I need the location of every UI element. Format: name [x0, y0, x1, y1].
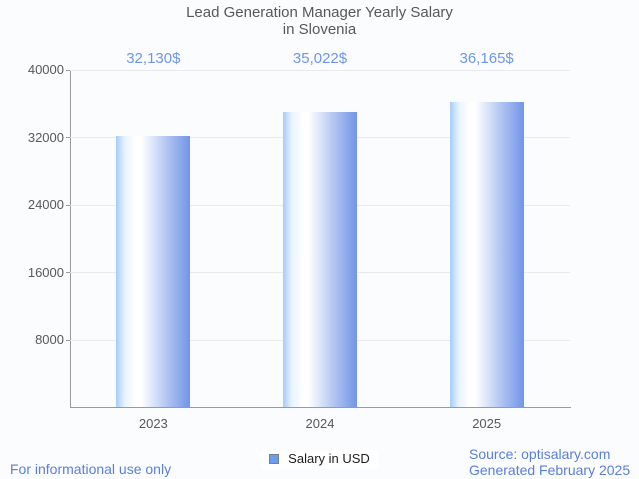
- chart-title-line2: in Slovenia: [282, 21, 357, 38]
- bar-value-label-2023: 32,130$: [126, 50, 181, 67]
- chart-title-line1: Lead Generation Manager Yearly Salary: [186, 4, 453, 21]
- legend-label: Salary in USD: [288, 451, 370, 466]
- y-axis-tick: [66, 69, 70, 71]
- bar-value-label-2025: 36,165$: [459, 50, 514, 67]
- source-block: Source: optisalary.com Generated Februar…: [469, 446, 630, 478]
- bar-2023: [116, 136, 191, 408]
- source-text: Source: optisalary.com: [469, 446, 611, 462]
- y-axis-tick: [66, 272, 70, 273]
- x-axis-label-2024: 2024: [305, 416, 335, 431]
- legend-item: Salary in USD: [261, 450, 378, 469]
- x-axis-label-2023: 2023: [138, 416, 168, 431]
- y-axis-tick-label: 24000: [27, 197, 64, 212]
- gridline-40000: [70, 69, 570, 71]
- x-axis-line: [70, 407, 571, 408]
- y-axis-tick-label: 16000: [27, 264, 64, 280]
- y-axis-tick: [66, 204, 70, 206]
- y-axis-tick-label: 32000: [27, 129, 64, 145]
- legend-swatch-icon: [269, 454, 280, 464]
- bar-2024: [283, 112, 357, 408]
- generated-text: Generated February 2025: [469, 462, 631, 478]
- chart-title: Lead Generation Manager Yearly Salary in…: [0, 4, 639, 38]
- y-axis-tick: [66, 339, 70, 341]
- y-axis-tick: [66, 137, 70, 138]
- legend: Salary in USD: [0, 450, 639, 469]
- y-axis-line: [70, 70, 71, 408]
- x-axis-label-2025: 2025: [472, 416, 502, 431]
- disclaimer-text: For informational use only: [10, 461, 172, 477]
- bar-value-label-2024: 35,022$: [292, 50, 348, 67]
- y-axis-tick-label: 40000: [27, 62, 64, 77]
- bar-2025: [449, 102, 524, 408]
- y-axis-tick-label: 8000: [35, 332, 64, 347]
